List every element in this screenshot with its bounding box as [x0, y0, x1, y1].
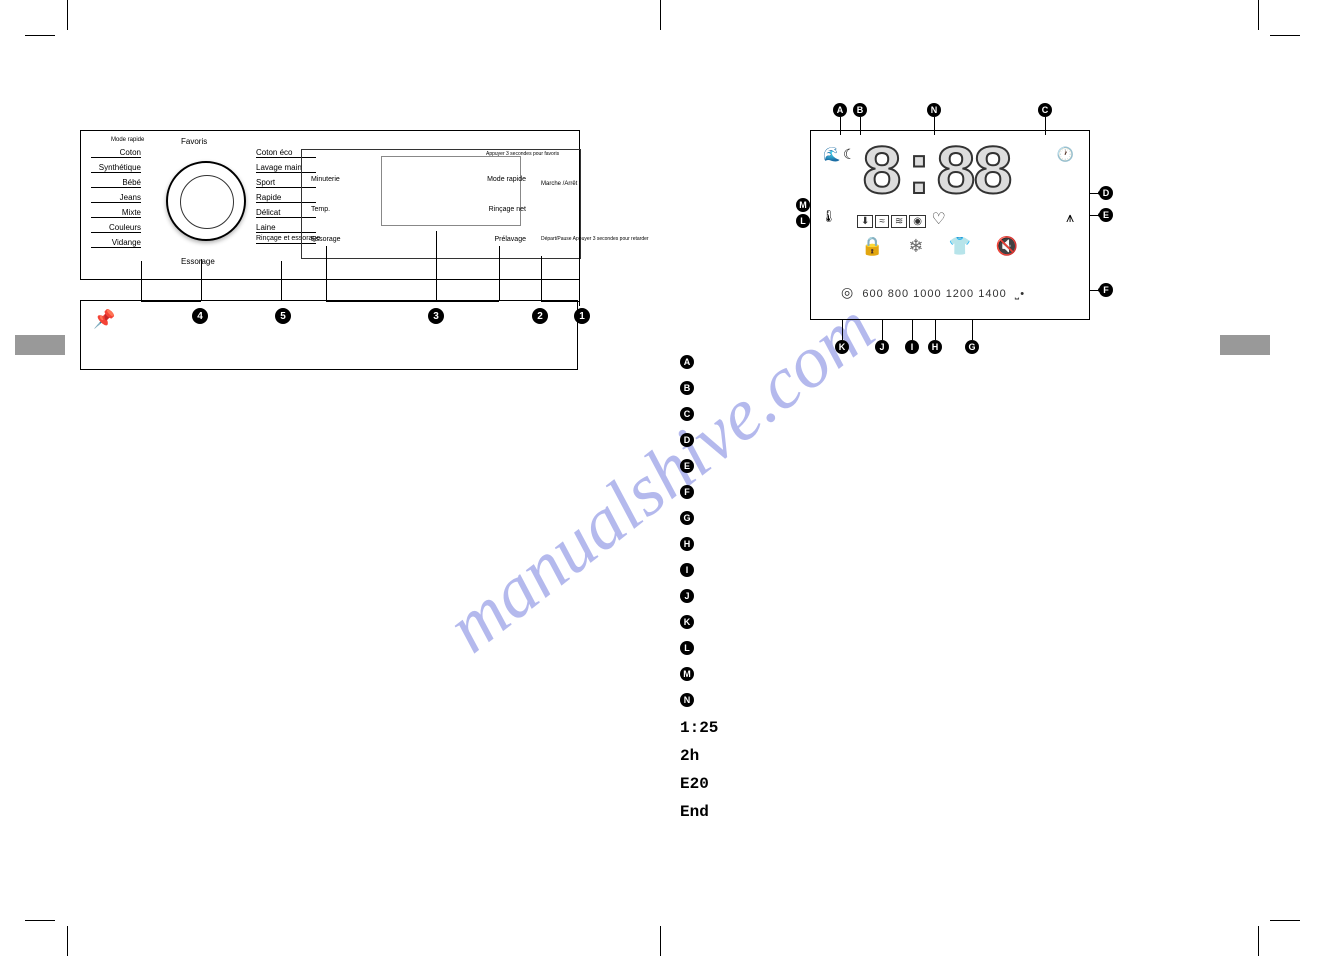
callout-N: N [927, 103, 941, 117]
crop-mark [1270, 35, 1300, 36]
btn-label: Prélavage [481, 236, 526, 243]
legend-letter: A [680, 355, 694, 369]
legend-item: C [680, 407, 1260, 421]
crop-mark [1258, 0, 1259, 30]
start-label: Départ/Pause Appuyer 3 secondes pour ret… [541, 236, 579, 242]
btn-label: Essorage [311, 236, 341, 243]
display-diagram: 8:88 ⬇≈≋◉ ♡ 🔒 ❄ 👕 🔇 ◎ 600 800 1000 1200 … [810, 130, 1090, 320]
crop-mark [67, 0, 68, 30]
legend-letter: G [680, 511, 694, 525]
legend-code: End [680, 803, 720, 821]
spin-speed-row: ◎ 600 800 1000 1200 1400 ⎵• [841, 284, 1025, 301]
legend-code: 2h [680, 747, 720, 765]
legend-letter: J [680, 589, 694, 603]
legend-letter: L [680, 641, 694, 655]
grey-tab [15, 335, 65, 355]
btn-label: Rinçage net [481, 206, 526, 213]
legend-item: E [680, 459, 1260, 473]
control-panel-diagram: Favoris Mode rapide Coton Synthétique Bé… [80, 130, 580, 280]
right-page: 8:88 ⬇≈≋◉ ♡ 🔒 ❄ 👕 🔇 ◎ 600 800 1000 1200 … [680, 30, 1260, 900]
seven-segment-display: 8:88 [861, 136, 1009, 215]
favoris-label: Favoris [181, 137, 207, 146]
legend-item: N [680, 693, 1260, 707]
extra-rinse-icon: ⩚ [1066, 209, 1074, 226]
left-page: Favoris Mode rapide Coton Synthétique Bé… [80, 30, 660, 900]
lcd-screen [381, 156, 521, 226]
legend-letter: B [680, 381, 694, 395]
crop-mark [1270, 920, 1300, 921]
phase-icons-row: ⬇≈≋◉ ♡ [856, 209, 946, 229]
crop-mark [25, 920, 55, 921]
callout-H: H [928, 340, 942, 354]
legend-letter: C [680, 407, 694, 421]
legend-letter: E [680, 459, 694, 473]
legend-item: I [680, 563, 1260, 577]
small-label: Appuyer 3 secondes pour favoris [486, 151, 526, 157]
prog-label: Jeans [91, 193, 141, 203]
program-dial [166, 161, 246, 241]
callout-L: L [796, 214, 810, 228]
legend-item: D [680, 433, 1260, 447]
prog-label-bottom: Essorage [181, 257, 215, 266]
legend-letter: I [680, 563, 694, 577]
legend-item: G [680, 511, 1260, 525]
legend-list: A B C D E F G H I J K L M N 1:25 2h E20 … [680, 355, 1260, 831]
crop-mark [67, 926, 68, 956]
pin-icon: 📌 [93, 309, 115, 330]
prog-label: Couleurs [91, 223, 141, 233]
power-label: Marche /Arrêt [541, 181, 579, 187]
delay-icon: 🕐 [1057, 146, 1074, 163]
prog-label: Vidange [91, 238, 141, 248]
legend-item: H [680, 537, 1260, 551]
legend-item: M [680, 667, 1260, 681]
callout-K: K [835, 340, 849, 354]
legend-item: B [680, 381, 1260, 395]
moon-icon: ☾ [843, 146, 856, 163]
callout-J: J [875, 340, 889, 354]
crop-mark [660, 926, 661, 956]
callout-C: C [1038, 103, 1052, 117]
btn-label: Mode rapide [481, 176, 526, 183]
legend-item: A [680, 355, 1260, 369]
legend-item: L [680, 641, 1260, 655]
callout-G: G [965, 340, 979, 354]
mode-rapide-top-label: Mode rapide [111, 137, 144, 143]
prog-label: Bébé [91, 178, 141, 188]
legend-letter: N [680, 693, 694, 707]
wash-icon: 🌊 [823, 146, 840, 163]
legend-code: E20 [680, 775, 720, 793]
btn-label: Temp. [311, 206, 330, 213]
crop-mark [25, 35, 55, 36]
callout-A: A [833, 103, 847, 117]
legend-item: F [680, 485, 1260, 499]
legend-letter: D [680, 433, 694, 447]
callout-M: M [796, 198, 810, 212]
crop-mark [1258, 926, 1259, 956]
legend-letter: M [680, 667, 694, 681]
temp-icon: 🌡 [821, 209, 836, 223]
legend-letter: H [680, 537, 694, 551]
legend-letter: F [680, 485, 694, 499]
prog-label: Mixte [91, 208, 141, 218]
legend-letter: K [680, 615, 694, 629]
legend-item: K [680, 615, 1260, 629]
crop-mark [660, 0, 661, 30]
option-icons-row: 🔒 ❄ 👕 🔇 [861, 236, 1028, 257]
prog-label: Coton [91, 148, 141, 158]
note-box: 📌 [80, 300, 578, 370]
legend-code: 1:25 [680, 719, 720, 737]
callout-I: I [905, 340, 919, 354]
callout-B: B [853, 103, 867, 117]
prog-label: Synthétique [91, 163, 141, 173]
btn-label: Minuterie [311, 176, 340, 183]
legend-item: J [680, 589, 1260, 603]
